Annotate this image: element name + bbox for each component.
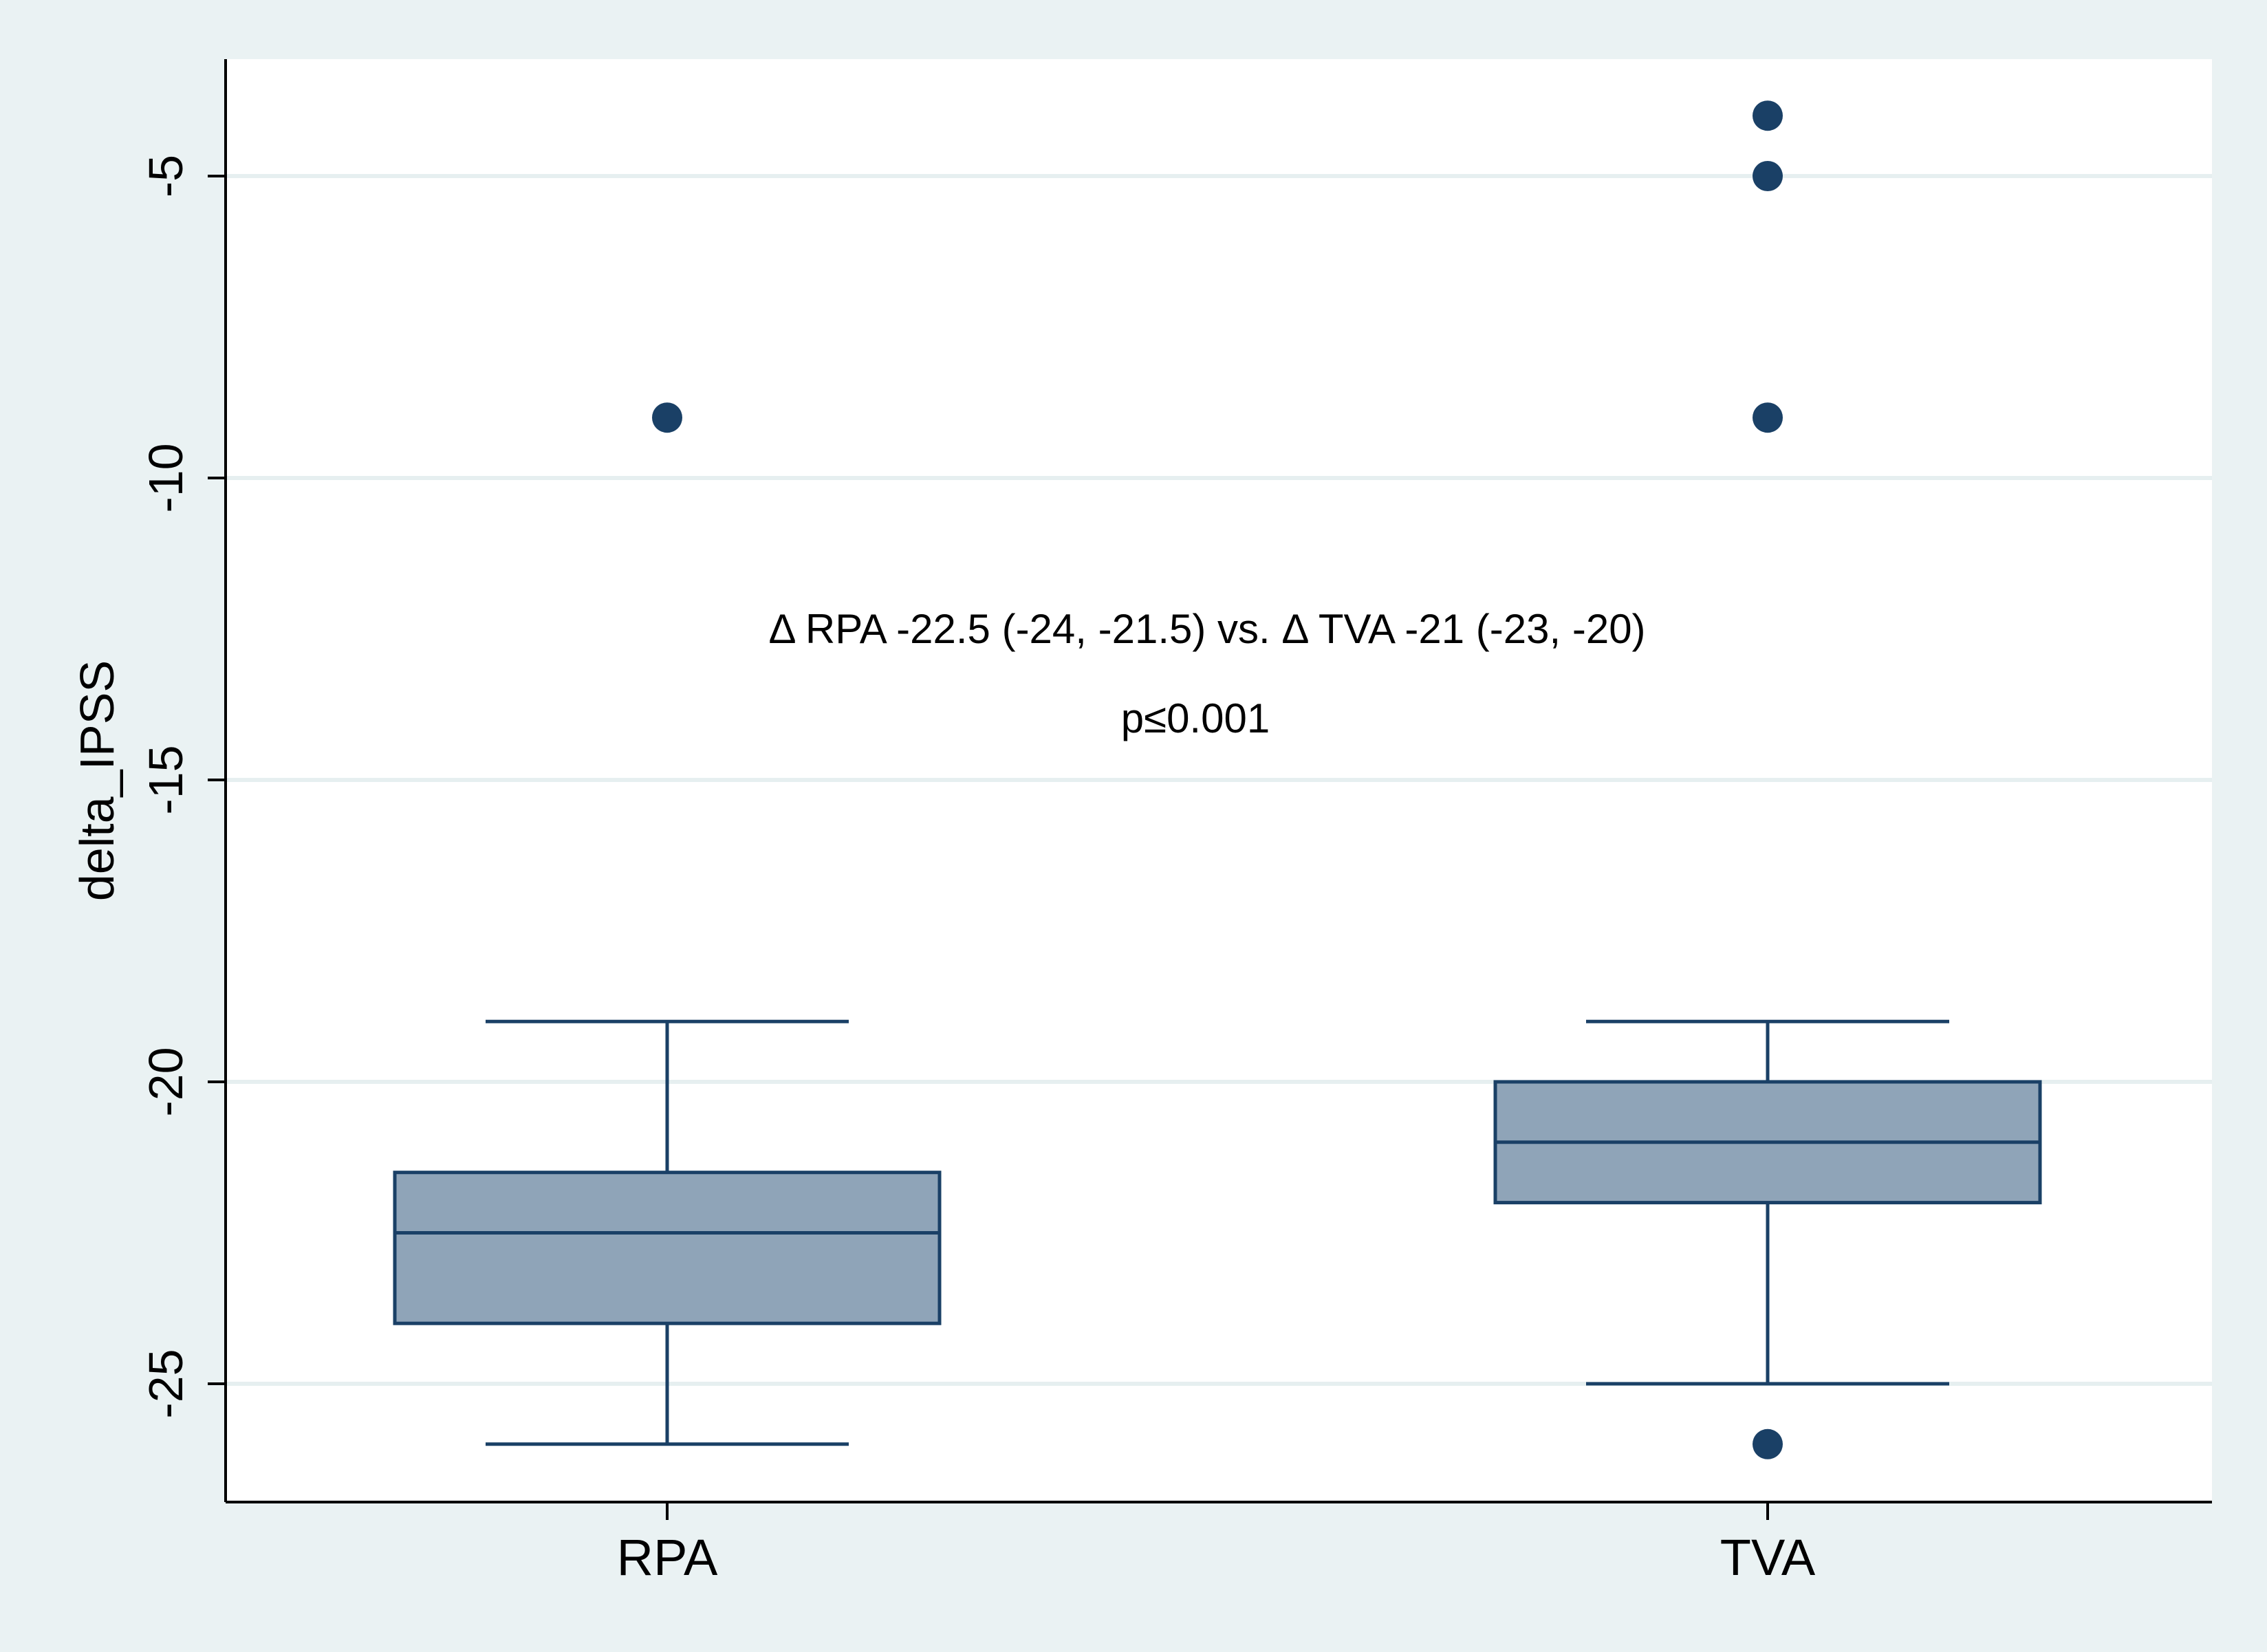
- annotation-comparison: Δ RPA -22.5 (-24, -21.5) vs. Δ TVA -21 (…: [768, 606, 1645, 652]
- x-axis-labels: RPA TVA: [617, 1502, 1816, 1586]
- y-axis-label: delta_IPSS: [70, 660, 124, 901]
- outlier-tva-1: [1753, 161, 1783, 191]
- box-series: [393, 1019, 2042, 1446]
- y-tick-label-2: -15: [139, 745, 193, 814]
- outlier-tva-2: [1753, 402, 1783, 433]
- outlier-tva-0: [1753, 100, 1783, 131]
- grid-lines: [226, 174, 2212, 1386]
- annotation-p-value: p≤0.001: [1121, 695, 1270, 741]
- box-tva: [1493, 1019, 2042, 1386]
- y-tick-label-4: -25: [139, 1349, 193, 1418]
- box-rpa: [393, 1019, 942, 1446]
- outlier-points: [652, 100, 1783, 1459]
- y-axis-ticks: -5 -10 -15 -20 -25: [139, 155, 226, 1419]
- outlier-tva-3: [1753, 1428, 1783, 1459]
- x-tick-label-rpa: RPA: [617, 1529, 718, 1586]
- iqr-box: [393, 1171, 942, 1325]
- outlier-rpa-0: [652, 402, 682, 433]
- y-tick-label-3: -20: [139, 1047, 193, 1116]
- x-tick-label-tva: TVA: [1720, 1529, 1816, 1586]
- y-tick-label-0: -5: [139, 155, 193, 197]
- y-tick-label-1: -10: [139, 443, 193, 512]
